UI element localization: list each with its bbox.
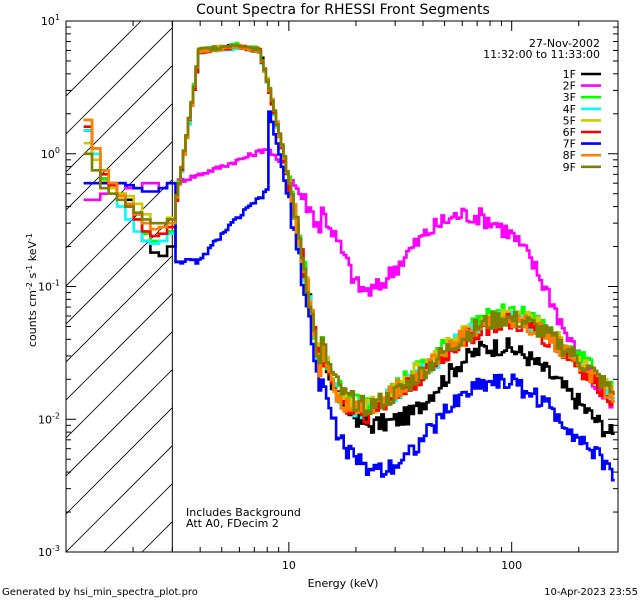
y-tick-label: 100 — [41, 146, 60, 161]
y-tick-mantissa: 10 — [38, 413, 52, 426]
hatch-line — [66, 255, 173, 363]
legend-label: 3F — [563, 91, 576, 104]
legend-label: 4F — [563, 103, 576, 116]
y-tick-exponent: -2 — [52, 411, 60, 420]
y-axis-label-part: s — [26, 272, 39, 281]
y-tick-exponent: -1 — [52, 279, 60, 288]
y-axis-label-exp: -1 — [25, 233, 34, 241]
y-tick-label: 10-3 — [38, 544, 60, 559]
hatch-line — [66, 407, 173, 515]
y-axis-label-part: keV — [26, 241, 39, 265]
excluded-region-hatch — [66, 21, 173, 552]
legend-label: 1F — [563, 68, 576, 81]
hatch-line — [66, 217, 173, 325]
series-group — [83, 41, 615, 482]
legend-label: 7F — [563, 138, 576, 151]
y-axis-label-exp: -1 — [25, 265, 34, 273]
annotation-background: Includes Background — [186, 506, 301, 519]
y-tick-exponent: 0 — [55, 146, 60, 155]
x-tick-label: 10 — [282, 559, 296, 572]
chart-title: Count Spectra for RHESSI Front Segments — [196, 2, 490, 18]
y-axis-label-exp: -2 — [25, 282, 34, 290]
y-tick-mantissa: 10 — [38, 546, 52, 559]
legend-label: 2F — [563, 80, 576, 93]
hatch-line — [66, 369, 173, 477]
legend-label: 9F — [563, 161, 576, 174]
series-line-9f — [83, 44, 615, 417]
hatch-line — [66, 27, 173, 135]
annotation-attenuator: Att A0, FDecim 2 — [186, 517, 279, 530]
hatch-line — [66, 65, 173, 173]
hatch-lines — [66, 21, 173, 552]
legend-label: 5F — [563, 114, 576, 127]
series-line-2f — [83, 148, 615, 409]
time-range-label: 11:32:00 to 11:33:00 — [483, 48, 600, 61]
y-axis-label-part: counts cm — [26, 290, 39, 347]
y-tick-exponent: -3 — [52, 544, 60, 553]
footer-timestamp: 10-Apr-2023 23:55 — [544, 587, 638, 598]
y-tick-label: 101 — [41, 13, 60, 28]
hatch-line — [66, 445, 173, 552]
y-tick-mantissa: 10 — [41, 15, 55, 28]
series-line-7f — [83, 110, 615, 482]
y-tick-label: 10-1 — [38, 279, 60, 294]
legend-label: 8F — [563, 149, 576, 162]
legend-label: 6F — [563, 126, 576, 139]
date-label: 27-Nov-2002 — [529, 37, 600, 50]
y-tick-mantissa: 10 — [38, 281, 52, 294]
x-axis-label: Energy (keV) — [308, 577, 379, 590]
hatch-line — [66, 103, 173, 211]
y-axis-label: counts cm-2 s-1 keV-1 — [25, 233, 39, 347]
y-tick-label: 10-2 — [38, 411, 60, 426]
y-tick-exponent: 1 — [55, 13, 60, 22]
x-tick-label: 100 — [501, 559, 522, 572]
footer-generated-by: Generated by hsi_min_spectra_plot.pro — [2, 587, 198, 598]
y-tick-mantissa: 10 — [41, 148, 55, 161]
